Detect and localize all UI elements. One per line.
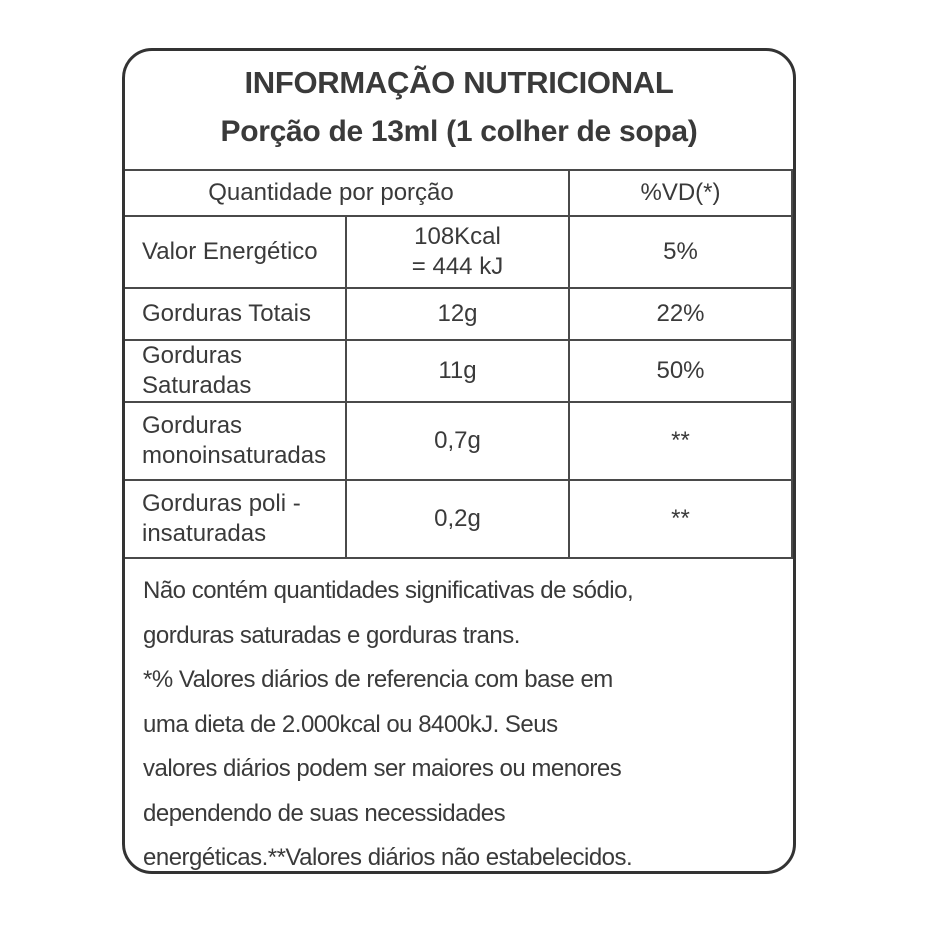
nutrient-quantity: 11g [345,339,570,403]
header-quantity: Quantidade por porção [125,169,570,217]
footnote-line: dependendo de suas necessidades [143,799,506,827]
nutrient-quantity: 0,2g [345,479,570,559]
footnote-line: energéticas.**Valores diários não estabe… [143,844,633,871]
table-row: Gorduras Totais 12g 22% [125,287,793,341]
nutrient-quantity: 0,7g [345,401,570,481]
nutrition-label: INFORMAÇÃO NUTRICIONAL Porção de 13ml (1… [122,48,796,874]
nutrient-name: Gorduras poli - insaturadas [125,479,347,559]
nutrition-table: Quantidade por porção %VD(*) Valor Energ… [125,169,793,559]
header-vd: %VD(*) [568,169,793,217]
nutrient-name: Gorduras Saturadas [125,339,347,403]
table-row: Gorduras Saturadas 11g 50% [125,339,793,403]
quantity-kcal: 108Kcal [414,223,501,250]
label-title: INFORMAÇÃO NUTRICIONAL [244,65,674,100]
footnote: Não contém quantidades significativas de… [143,569,783,871]
table-row: Valor Energético 108Kcal = 444 kJ 5% [125,215,793,289]
nutrient-name-line1: Gorduras [142,412,243,439]
footnote-line: uma dieta de 2.000kcal ou 8400kJ. Seus [143,710,558,738]
table-row: Gorduras poli - insaturadas 0,2g ** [125,479,793,559]
nutrient-name-line2: monoinsaturadas [142,442,327,469]
footnote-line: Não contém quantidades significativas de… [143,577,634,604]
portion-size: Porção de 13ml (1 colher de sopa) [220,115,698,148]
label-header: INFORMAÇÃO NUTRICIONAL Porção de 13ml (1… [125,51,793,169]
nutrient-vd: 22% [568,287,793,341]
footnote-line: gorduras saturadas e gorduras trans. [143,621,520,649]
nutrient-vd: 5% [568,215,793,289]
quantity-kj: = 444 kJ [411,253,504,280]
footnote-line: *% Valores diários de referencia com bas… [143,666,613,693]
nutrient-quantity: 12g [345,287,570,341]
table-header-row: Quantidade por porção %VD(*) [125,169,793,217]
nutrient-name-line1: Gorduras poli - [142,490,301,517]
nutrient-name-line2: insaturadas [142,520,267,547]
nutrient-vd: ** [568,479,793,559]
nutrient-vd: ** [568,401,793,481]
footnote-line: valores diários podem ser maiores ou men… [143,755,622,782]
nutrient-name: Valor Energético [125,215,347,289]
nutrient-name: Gorduras Totais [125,287,347,341]
table-row: Gorduras monoinsaturadas 0,7g ** [125,401,793,481]
nutrient-vd: 50% [568,339,793,403]
nutrient-quantity: 108Kcal = 444 kJ [345,215,570,289]
nutrient-name: Gorduras monoinsaturadas [125,401,347,481]
